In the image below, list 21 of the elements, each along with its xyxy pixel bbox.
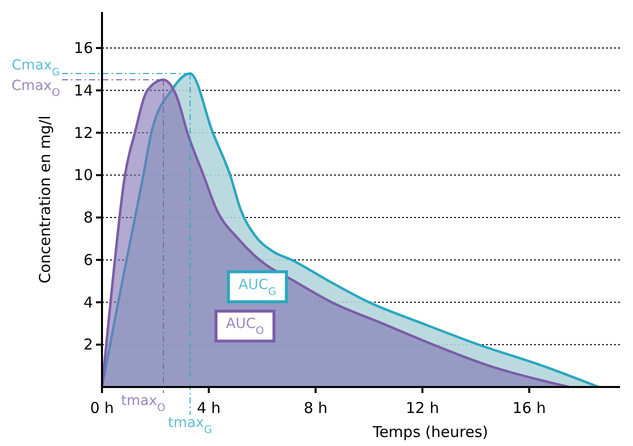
y-tick-label: 8 <box>83 208 93 227</box>
y-tick-label: 16 <box>74 39 93 58</box>
ref-line-label: tmax$_{G}$ <box>168 415 212 436</box>
ref-line-label: Cmax$_{O}$ <box>11 78 60 99</box>
x-tick-label: 8 h <box>304 399 328 417</box>
y-tick-label: 14 <box>74 81 93 100</box>
ref-line-label: tmax$_{O}$ <box>121 393 166 414</box>
y-tick-label: 6 <box>83 250 93 269</box>
x-tick-label: 0 h <box>90 399 114 417</box>
x-tick-label: 4 h <box>196 399 221 417</box>
x-axis-title: Temps (heures) <box>372 423 488 441</box>
y-tick-label: 10 <box>74 166 93 184</box>
y-tick-label: 2 <box>83 336 93 354</box>
x-tick-label: 12 h <box>406 399 440 417</box>
annotation: AUC$_{O}$ <box>226 316 264 338</box>
y-tick-label: 4 <box>83 293 93 312</box>
y-axis-title: Concentration en mg/l <box>36 116 54 284</box>
y-tick-label: 12 <box>74 124 93 142</box>
annotation: AUC$_{G}$ <box>238 276 276 298</box>
ref-line-label: Cmax$_{G}$ <box>12 57 60 78</box>
x-tick-label: 16 h <box>512 399 546 417</box>
